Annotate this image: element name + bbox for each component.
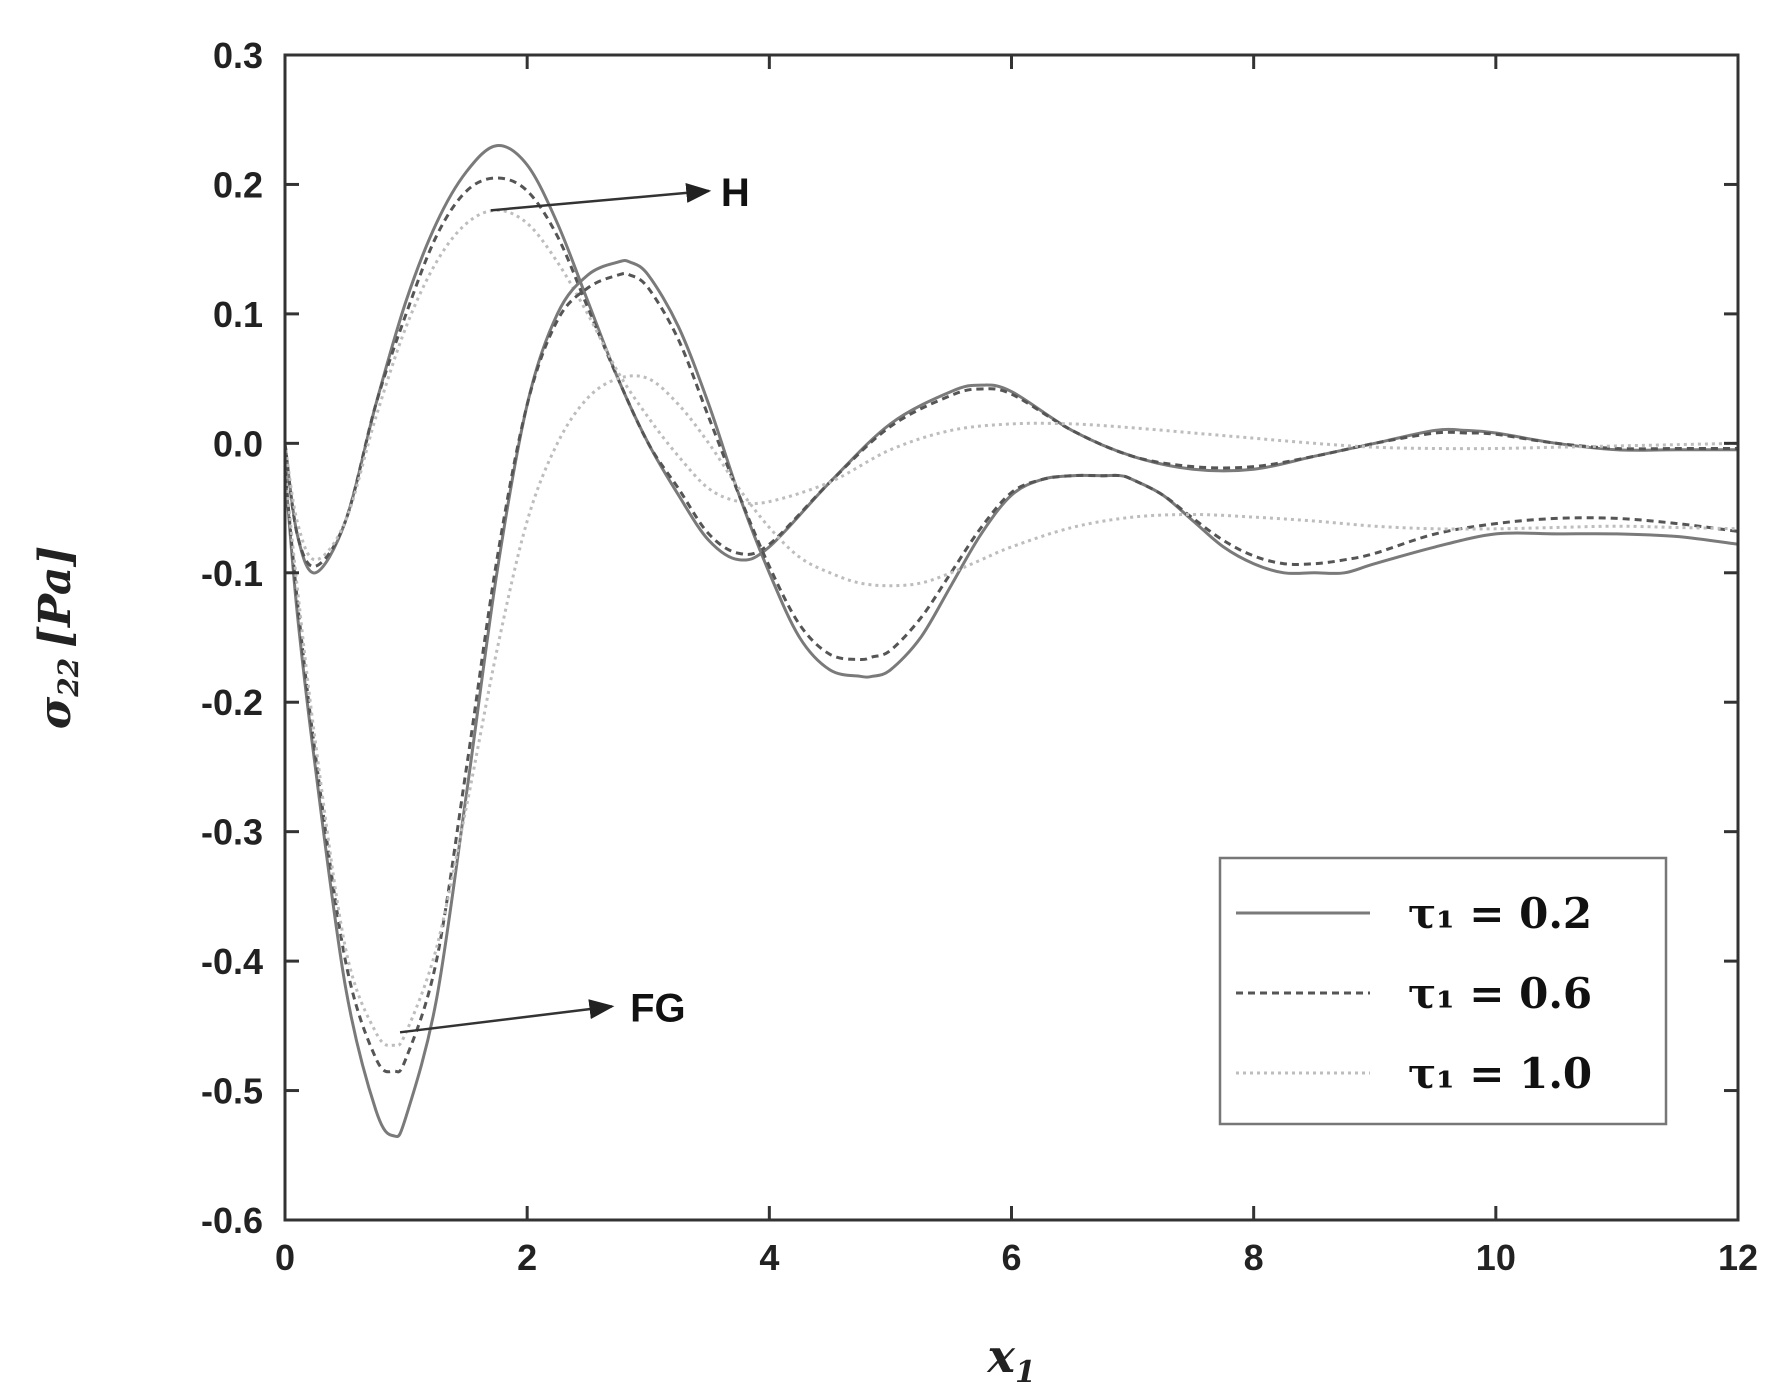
series-line-h-tau-0-6 [283, 176, 1738, 568]
x-tick-label: 10 [1476, 1237, 1516, 1278]
y-tick-label: 0.2 [213, 164, 263, 205]
x-axis-subscript: 1 [1015, 1355, 1036, 1390]
annotation-label-h: H [721, 171, 750, 215]
annotations-group: H FG [399, 171, 750, 1034]
ticks-group: 0 2 4 6 8 10 12 0.3 0.2 0.1 0.0 -0.1 -0.2 -0.3 -0.4 -0.… [201, 35, 1758, 1278]
legend-box [1218, 856, 1668, 1126]
series-line-fg-tau-1-0 [283, 374, 1739, 1048]
y-axis-symbol: σ [30, 696, 81, 729]
y-axis-unit: [Pa] [30, 546, 81, 648]
annotation-label-fg: FG [630, 986, 686, 1030]
y-tick-label: 0.0 [213, 423, 263, 464]
y-tick-label: -0.5 [201, 1071, 263, 1112]
series-line-fg-tau-0-2 [283, 259, 1739, 1138]
series-line-h-tau-0-2 [283, 144, 1738, 575]
y-tick-label: -0.6 [201, 1200, 263, 1241]
series-line-fg-tau-0-6 [283, 271, 1739, 1074]
legend-label: τ₁ = 1.0 [1408, 1049, 1592, 1098]
y-axis-title: σ22 [Pa] [30, 546, 85, 729]
annotation-arrow-h [490, 182, 712, 212]
y-axis-subscript: 22 [52, 658, 85, 698]
curves-group [283, 144, 1739, 1138]
x-axis-title: x1 [987, 1329, 1036, 1390]
series-line-h-tau-1-0 [283, 208, 1739, 562]
legend: τ₁ = 0.2 τ₁ = 0.6 τ₁ = 1.0 [1218, 856, 1668, 1126]
legend-label: τ₁ = 0.2 [1408, 889, 1592, 938]
y-tick-label: -0.2 [201, 682, 263, 723]
x-tick-label: 4 [759, 1237, 779, 1278]
x-tick-label: 12 [1718, 1237, 1758, 1278]
legend-label: τ₁ = 0.6 [1408, 969, 1592, 1018]
y-tick-label: -0.4 [201, 941, 263, 982]
y-tick-label: -0.1 [201, 553, 263, 594]
x-tick-label: 6 [1001, 1237, 1021, 1278]
x-tick-label: 8 [1244, 1237, 1264, 1278]
y-tick-label: 0.1 [213, 294, 263, 335]
x-tick-label: 2 [517, 1237, 537, 1278]
y-tick-label: -0.3 [201, 812, 263, 853]
x-tick-label: 0 [275, 1237, 295, 1278]
annotation-arrow-fg [399, 999, 615, 1034]
x-axis-symbol: x [987, 1329, 1016, 1383]
y-tick-label: 0.3 [213, 35, 263, 76]
